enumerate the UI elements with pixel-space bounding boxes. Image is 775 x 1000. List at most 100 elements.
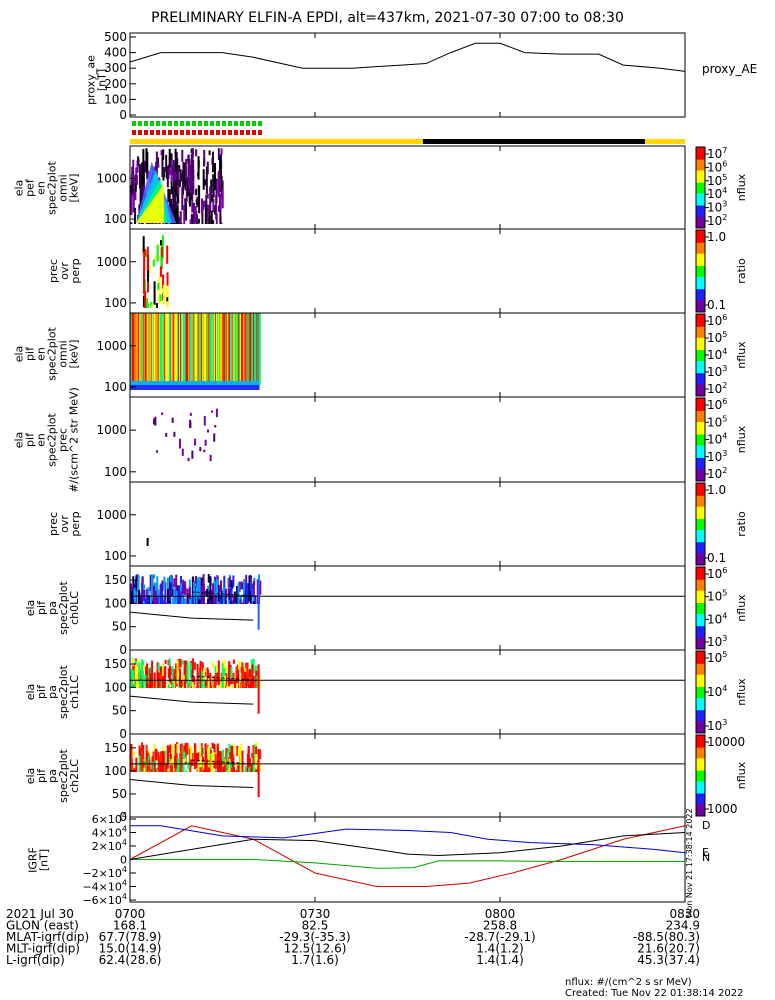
state-bar-red [228,130,232,135]
colorbar-cell [696,513,705,515]
spectrum-cell [146,751,149,760]
spectrum-cell [168,664,171,680]
spectrum-cell [157,751,160,772]
spectrum-cell [181,593,184,604]
colorbar-tick-label: 102 [707,466,727,481]
colorbar-cell [696,320,705,323]
spectrum-cell [171,743,174,766]
colorbar-cell [696,672,705,675]
colorbar-cell [696,752,705,755]
spectrum-cell [247,745,250,772]
colorbar-cell [696,640,705,643]
spectrum-cell [210,596,213,604]
state-bar-red [216,130,220,135]
colorbar-cell [696,690,705,693]
spectrum-cell [197,598,200,604]
colorbar-cell [696,588,705,591]
spectrum-cell [203,200,206,208]
colorbar-cell [696,265,705,268]
colorbar-cell [696,249,705,251]
colorbar-cell [696,489,705,492]
colorbar-cell [696,221,705,224]
colorbar-cell [696,659,705,662]
igrf-ylabel: IGRF[nT] [27,847,51,873]
y-tick-label: 50 [112,620,127,634]
spectrum-cell [131,590,134,604]
spectrum-cell [162,284,165,305]
colorbar-cell [696,404,705,407]
colorbar-cell [696,402,705,405]
state-bar-red [156,130,160,135]
spectrum-cell [131,166,134,174]
y-tick-label: 0 [119,727,127,741]
spectrum-cell [133,587,136,599]
pa1-spectrum [130,658,261,688]
spectrum-cell [191,658,194,674]
spectrum-cell [233,602,236,604]
colorbar-cell [696,495,705,498]
colorbar-tick-label: 0.1 [707,298,726,312]
spectrum-cell [204,439,207,446]
spectrum-cell [201,198,204,215]
spectrum-cell [259,580,262,595]
spectrum-cell [222,586,225,598]
state-bar-green [138,121,142,126]
colorbar-cell [696,739,705,741]
spectrum-cell [220,758,223,768]
spectrum-cell [241,603,244,604]
colorbar-cell [696,735,705,737]
colorbar-cell [696,461,705,464]
spectrum-cell [210,210,213,224]
colorbar-cell [696,445,705,447]
colorbar-cell [696,664,705,667]
spectrum-cell [184,598,187,604]
spectrum-cell [209,678,212,688]
spectrum-cell [151,660,154,688]
spectrum-cell [189,748,192,772]
colorbar-cell [696,727,705,730]
spectrum-cell [140,162,143,175]
spectrum-cell [186,669,189,677]
footer-value: 0700 [115,907,146,921]
spectrum-cell [147,282,150,293]
spectrum-cell [236,675,239,688]
spectrum-cell [228,661,231,687]
colorbar-cell [696,403,705,406]
colorbar-cell [696,472,705,475]
colorbar-cell [696,741,705,744]
colorbar-cell [696,576,705,579]
spectrum-cell [175,680,178,687]
spectrum-cell [161,580,164,592]
colorbar-cell [696,760,705,763]
colorbar-cell [696,705,705,708]
spectrum-cell [199,668,202,683]
colorbar-cell [696,414,705,417]
colorbar-cell [696,810,705,813]
spectrum-cell [174,197,177,215]
colorbar-cell [696,790,705,793]
spectrum-cell [174,743,177,760]
spectrum-cell [235,769,238,772]
colorbar-cell [696,614,705,617]
pa0-colorbar [695,566,706,650]
spectrum-cell [145,250,148,258]
colorbar-cell [696,613,705,616]
colorbar-cell [696,288,705,291]
ratio1-ylabel: precovrperp [47,258,82,283]
spectrum-cell [201,577,204,586]
spectrum-cell [159,240,162,246]
colorbar-cell [696,333,705,335]
y-tick-label: 0 [119,810,127,824]
spectrum-cell [243,579,246,599]
spectrum-cell [180,223,183,224]
colorbar-cell [696,543,705,545]
spectrum-cell [167,668,170,679]
spectrum-cell [248,767,251,772]
spectrum-cell [191,669,194,688]
colorbar-cell [696,393,705,396]
spectrum-cell [178,585,181,603]
colorbar-tick-label: 105 [707,414,727,429]
colorbar-cell [696,584,705,587]
colorbar-cell [696,292,705,295]
spectrum-cell [150,574,153,599]
